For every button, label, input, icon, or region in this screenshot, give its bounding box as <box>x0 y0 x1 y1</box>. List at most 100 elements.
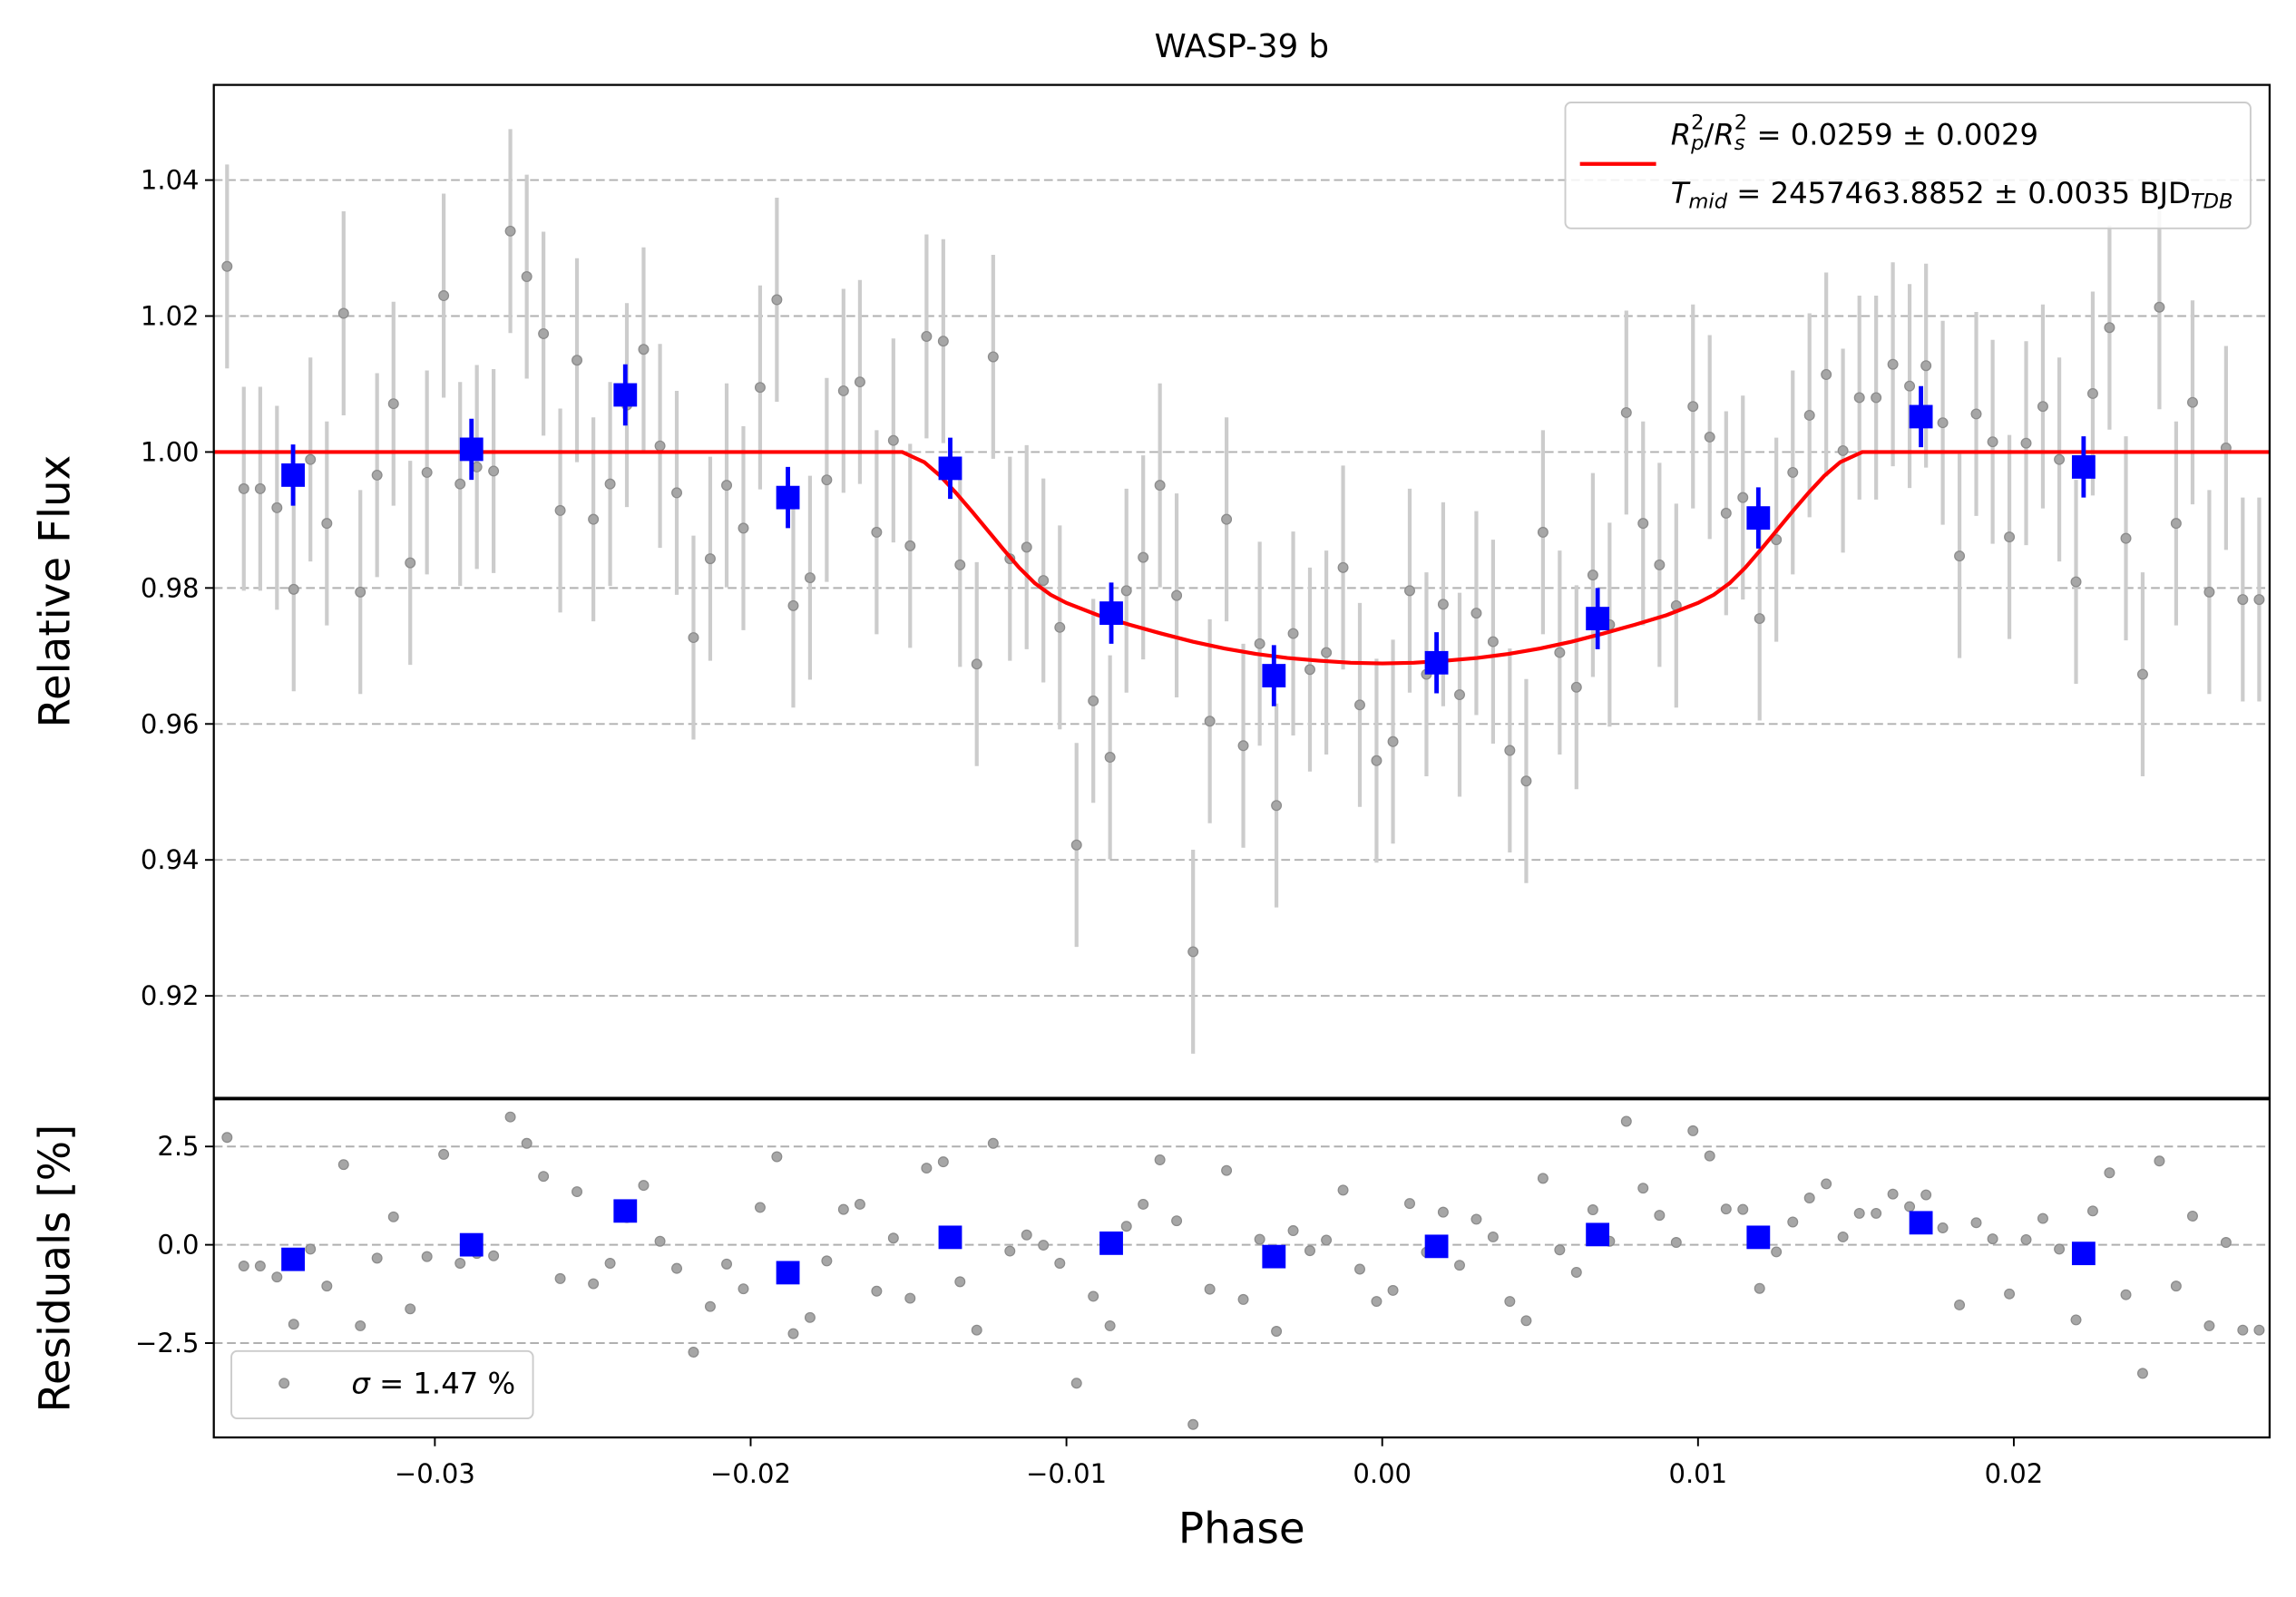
data-point <box>305 1243 317 1255</box>
data-point <box>488 465 500 477</box>
data-point <box>1587 1204 1598 1216</box>
data-point <box>2070 576 2082 588</box>
x-tick-label: −0.02 <box>710 1458 791 1489</box>
data-point <box>1120 1221 1132 1232</box>
y-tick-label: 0.94 <box>141 844 200 875</box>
data-point <box>1771 1246 1783 1258</box>
data-point <box>1887 1188 1899 1200</box>
data-point <box>1171 1215 1183 1227</box>
data-point <box>421 466 433 478</box>
data-point <box>771 1151 783 1163</box>
data-point <box>1387 1284 1399 1296</box>
data-point <box>1637 518 1649 530</box>
data-point <box>1204 1283 1216 1295</box>
data-point <box>554 504 566 516</box>
y-tick-label: −2.5 <box>135 1328 200 1358</box>
data-point <box>854 376 865 388</box>
data-point <box>538 1171 550 1183</box>
data-point <box>1737 1203 1749 1215</box>
data-point <box>904 540 916 551</box>
data-point <box>1920 1189 1932 1201</box>
model-line <box>213 450 2270 666</box>
data-point <box>2020 1234 2032 1245</box>
data-point <box>1954 1299 1966 1310</box>
data-point <box>2020 437 2032 449</box>
binned-point <box>938 1225 962 1250</box>
axes-frame <box>212 83 2272 1099</box>
data-point <box>2170 518 2182 530</box>
data-point <box>554 1272 566 1284</box>
data-point <box>2120 532 2132 544</box>
data-point <box>2253 1324 2265 1336</box>
binned-point <box>459 1232 484 1257</box>
data-point <box>1287 1225 1299 1236</box>
data-point <box>1371 1296 1382 1308</box>
binned-point <box>613 1199 638 1223</box>
data-point <box>438 1148 450 1160</box>
data-point <box>887 434 899 446</box>
data-point <box>1304 664 1315 676</box>
data-point <box>1221 1164 1233 1176</box>
data-point <box>921 331 933 342</box>
legend-text-part: / <box>1705 117 1715 151</box>
data-point <box>1837 1231 1849 1242</box>
data-point <box>1337 561 1349 573</box>
data-point <box>504 1111 516 1123</box>
binned-point <box>1262 664 1286 687</box>
legend-box <box>1564 102 2252 229</box>
data-point <box>1554 647 1566 658</box>
data-point <box>438 290 450 301</box>
chart-title: WASP-39 b <box>1155 28 1329 65</box>
data-point <box>2120 1289 2132 1300</box>
data-point <box>538 328 550 339</box>
binned-point <box>776 1261 800 1285</box>
data-point <box>254 1261 266 1272</box>
data-point <box>2054 1243 2066 1255</box>
data-point <box>887 1232 899 1244</box>
binned-point <box>938 456 962 481</box>
data-point <box>2220 1237 2232 1248</box>
y-tick-label: 1.00 <box>141 436 200 467</box>
data-point <box>1204 716 1216 727</box>
binned-point <box>459 437 484 462</box>
data-point <box>1720 1203 1732 1215</box>
data-point <box>288 583 299 595</box>
data-point <box>1871 392 1882 404</box>
binned-point <box>1262 1244 1286 1269</box>
data-point <box>787 1328 799 1339</box>
data-point <box>1970 1217 1982 1229</box>
data-point <box>1304 1245 1315 1257</box>
plot-area <box>213 129 2270 1054</box>
data-point <box>238 482 249 494</box>
data-point <box>1570 681 1582 693</box>
data-point <box>1937 417 1949 429</box>
data-point <box>1687 1125 1699 1136</box>
data-point <box>321 518 333 530</box>
data-point <box>954 559 966 570</box>
binned-point <box>1586 607 1610 631</box>
data-point <box>1987 436 1998 448</box>
data-point <box>837 1203 849 1215</box>
data-point <box>854 1198 865 1210</box>
data-point <box>921 1163 933 1174</box>
data-point <box>1803 1193 1815 1203</box>
data-point <box>2203 586 2215 598</box>
binned-point <box>776 485 800 510</box>
data-point <box>2070 1314 2082 1326</box>
data-point <box>721 1258 733 1270</box>
data-point <box>1321 1234 1333 1246</box>
data-point <box>521 271 532 282</box>
data-point <box>1720 507 1732 519</box>
legend-box <box>230 1349 534 1420</box>
data-point <box>288 1319 299 1330</box>
binned-point <box>1909 1211 1933 1235</box>
binned-point <box>1746 1225 1771 1250</box>
data-point <box>987 351 999 363</box>
data-point <box>937 1156 949 1168</box>
data-point <box>1520 1315 1532 1327</box>
data-point <box>1038 1240 1050 1251</box>
data-point <box>2104 1167 2115 1179</box>
data-point <box>971 658 982 670</box>
